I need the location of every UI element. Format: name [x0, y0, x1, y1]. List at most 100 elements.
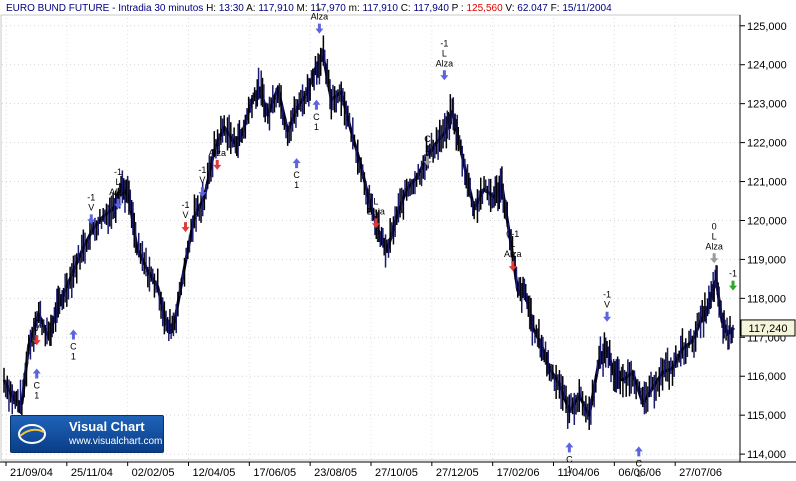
signal-label: Alza [109, 187, 127, 197]
buy-signal-arrow: C1 [69, 329, 78, 362]
signal-label: 1 [636, 468, 641, 478]
chart-header: EURO BUND FUTURE - Intradia 30 minutos H… [6, 3, 612, 14]
header-field-label: m: [349, 3, 363, 14]
signal-label: 0 [712, 221, 717, 231]
x-tick-label: 27/10/05 [375, 467, 418, 479]
signal-label: L [442, 48, 447, 58]
sell-signal-arrow: -1V [87, 192, 95, 225]
arrow-down-icon [710, 253, 719, 264]
signal-label: Alza [208, 148, 226, 158]
logo-url: www.visualchart.com [69, 436, 163, 447]
arrow-up-icon [312, 99, 321, 110]
x-tick-label: 11/04/06 [558, 467, 600, 479]
signal-label: 1 [314, 122, 319, 132]
signal-label: V [183, 210, 189, 220]
y-tick-label: 122,000 [747, 138, 787, 150]
arrow-down-icon [198, 187, 207, 198]
y-tick-label: 125,000 [747, 21, 787, 33]
signal-label: C [313, 112, 320, 122]
signal-label: V [88, 202, 94, 212]
y-tick-label: 121,000 [747, 177, 787, 189]
signal-label: C [33, 380, 40, 390]
signal-label: 1 [425, 144, 430, 154]
y-tick-label: 124,000 [747, 60, 787, 72]
buy-signal-arrow: C1 [565, 442, 574, 474]
signal-label: -1 [87, 192, 95, 202]
signal-label: -1 [729, 269, 737, 279]
arrow-down-icon [114, 198, 123, 209]
x-tick-label: 17/06/05 [253, 467, 296, 479]
header-field-label: F: [551, 3, 563, 14]
signal-label: Baja [367, 206, 385, 216]
buy-signal-arrow: C1 [312, 99, 321, 132]
signal-label: -1 [33, 313, 41, 323]
signal-label: V [604, 300, 610, 310]
arrow-down-icon [371, 218, 380, 229]
header-field-value: 117,910 [363, 3, 401, 14]
arrow-down-icon [181, 222, 190, 233]
header-field-label: H: [206, 3, 219, 14]
x-tick-label: 23/08/05 [314, 467, 357, 479]
buy-signal-arrow: C1 [32, 368, 41, 400]
header-field-value: 117,940 [413, 3, 451, 14]
header-field-label: M: [297, 3, 311, 14]
arrow-up-icon [565, 442, 574, 453]
header-field-label: A: [246, 3, 258, 14]
signal-label: Alza [436, 58, 454, 68]
signal-label: 1 [34, 390, 39, 400]
arrow-down-icon [603, 311, 612, 322]
signal-label: Alza [705, 241, 723, 251]
signal-label: V [34, 323, 40, 333]
header-text: EURO BUND FUTURE - Intradia 30 minutos H… [6, 3, 612, 14]
arrow-down-icon [729, 280, 738, 291]
x-tick-label: 02/02/05 [132, 467, 175, 479]
y-axis: 114,000115,000116,000117,000118,000119,0… [740, 21, 787, 461]
header-field-value: 117,970 [310, 3, 348, 14]
sell-signal-arrow: C1 [423, 134, 432, 166]
y-tick-label: 114,000 [747, 449, 786, 461]
y-tick-label: 118,000 [747, 293, 786, 305]
signal-label: 1 [567, 464, 572, 474]
signal-label: -1 [182, 200, 190, 210]
x-tick-label: 27/07/06 [679, 467, 722, 479]
signal-label: Alza [311, 12, 329, 22]
signal-label: Alza [504, 249, 522, 259]
arrow-down-icon [32, 335, 41, 346]
header-field-value: 125,560 [466, 3, 505, 14]
arrow-down-icon [440, 70, 449, 81]
sell-signal-arrow: -1 [729, 269, 737, 291]
arrow-down-icon [213, 159, 222, 170]
arrow-down-icon [423, 155, 432, 166]
signal-label: -1 [198, 165, 206, 175]
signal-label: C [70, 342, 77, 352]
header-field-label: V: [505, 3, 517, 14]
signal-label: 0-1 [506, 229, 519, 239]
signal-markers: -1VC1C1-1LAlza-1V-1V-1VLAlzaC1C10LAlzaLB… [33, 0, 737, 478]
instrument-name: EURO BUND FUTURE - Intradia 30 minutos [6, 3, 206, 14]
signal-label: 0 [317, 0, 322, 2]
last-price-label: 117,240 [749, 323, 788, 335]
y-tick-label: 119,000 [747, 254, 786, 266]
sell-signal-arrow: -1V [603, 290, 611, 322]
visual-chart-logo[interactable]: Visual Chart www.visualchart.com [10, 415, 164, 453]
x-axis: 21/09/04 25/11/04 02/02/05 12/04/05 17/06/05… [5, 462, 722, 479]
globe-icon [18, 424, 46, 444]
x-tick-label: 12/04/05 [193, 467, 236, 479]
y-tick-label: 120,000 [747, 215, 787, 227]
header-field-value: 15/11/2004 [562, 3, 612, 14]
signal-label: C [424, 134, 431, 144]
signal-label: -1 [440, 38, 448, 48]
logo-name: Visual Chart [69, 419, 145, 434]
signal-label: 1 [294, 180, 299, 190]
header-field-value: 62.047 [517, 3, 550, 14]
sell-signal-arrow: -1V [181, 200, 190, 233]
buy-signal-arrow: C1 [292, 158, 301, 190]
